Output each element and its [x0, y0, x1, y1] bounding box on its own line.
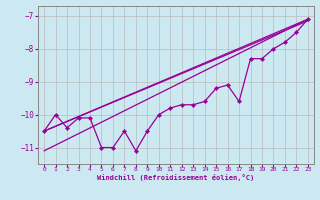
X-axis label: Windchill (Refroidissement éolien,°C): Windchill (Refroidissement éolien,°C): [97, 174, 255, 181]
